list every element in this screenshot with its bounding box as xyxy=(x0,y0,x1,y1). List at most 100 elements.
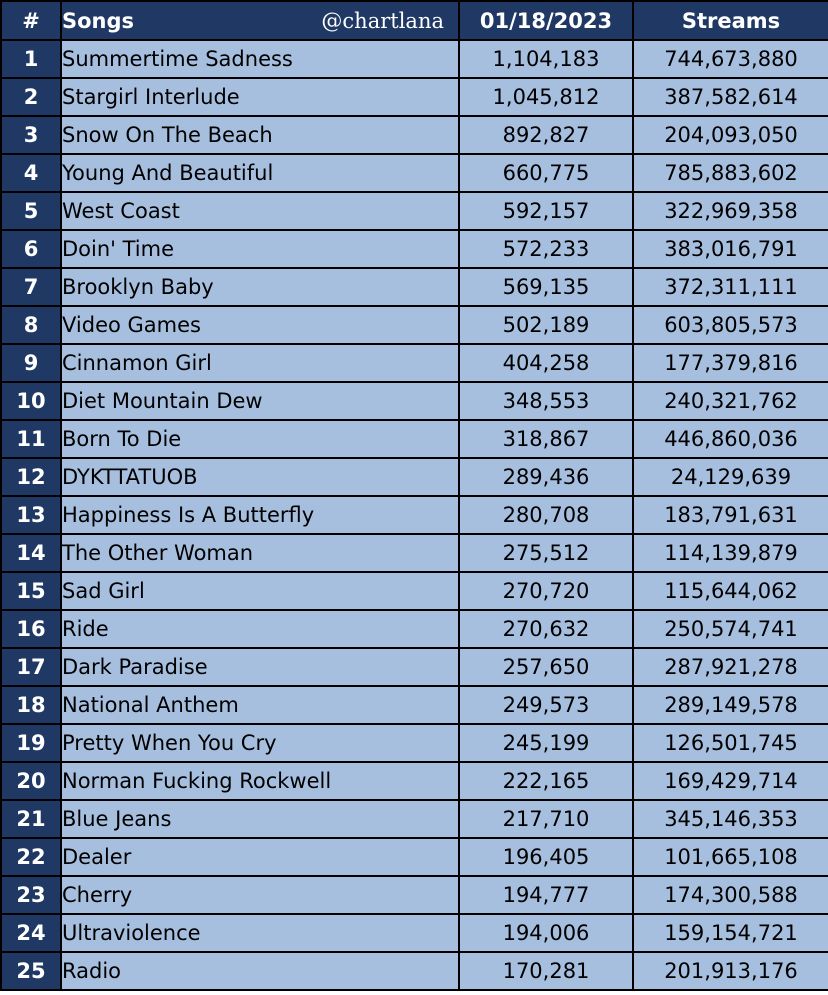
daily-streams-cell: 592,157 xyxy=(458,191,634,231)
song-cell: Dark Paradise xyxy=(60,647,460,687)
song-column-header: Songs @chartlana xyxy=(60,0,460,41)
song-cell: Stargirl Interlude xyxy=(60,77,460,117)
song-cell: Summertime Sadness xyxy=(60,39,460,79)
total-streams-cell: 250,574,741 xyxy=(632,609,828,649)
total-streams-cell: 240,321,762 xyxy=(632,381,828,421)
table-row: 11 Born To Die 318,867 446,860,036 xyxy=(0,419,828,459)
total-streams-cell: 159,154,721 xyxy=(632,913,828,953)
daily-streams-cell: 217,710 xyxy=(458,799,634,839)
rank-cell: 22 xyxy=(0,837,62,877)
rank-cell: 4 xyxy=(0,153,62,193)
song-cell: Diet Mountain Dew xyxy=(60,381,460,421)
song-cell: Born To Die xyxy=(60,419,460,459)
total-streams-cell: 387,582,614 xyxy=(632,77,828,117)
song-cell: Pretty When You Cry xyxy=(60,723,460,763)
total-streams-cell: 603,805,573 xyxy=(632,305,828,345)
daily-streams-cell: 502,189 xyxy=(458,305,634,345)
rank-cell: 9 xyxy=(0,343,62,383)
total-streams-cell: 101,665,108 xyxy=(632,837,828,877)
total-streams-cell: 174,300,588 xyxy=(632,875,828,915)
song-cell: Ultraviolence xyxy=(60,913,460,953)
rank-cell: 14 xyxy=(0,533,62,573)
rank-cell: 6 xyxy=(0,229,62,269)
song-cell: Ride xyxy=(60,609,460,649)
table-row: 19 Pretty When You Cry 245,199 126,501,745 xyxy=(0,723,828,763)
table-row: 9 Cinnamon Girl 404,258 177,379,816 xyxy=(0,343,828,383)
table-row: 4 Young And Beautiful 660,775 785,883,602 xyxy=(0,153,828,193)
rank-cell: 11 xyxy=(0,419,62,459)
rank-cell: 17 xyxy=(0,647,62,687)
table-row: 21 Blue Jeans 217,710 345,146,353 xyxy=(0,799,828,839)
rank-cell: 19 xyxy=(0,723,62,763)
total-streams-cell: 126,501,745 xyxy=(632,723,828,763)
table-row: 1 Summertime Sadness 1,104,183 744,673,880 xyxy=(0,39,828,79)
daily-streams-cell: 257,650 xyxy=(458,647,634,687)
song-cell: Blue Jeans xyxy=(60,799,460,839)
table-row: 15 Sad Girl 270,720 115,644,062 xyxy=(0,571,828,611)
rank-cell: 5 xyxy=(0,191,62,231)
daily-streams-cell: 194,006 xyxy=(458,913,634,953)
rank-column-header: # xyxy=(0,0,62,41)
song-cell: National Anthem xyxy=(60,685,460,725)
rank-cell: 24 xyxy=(0,913,62,953)
table-row: 24 Ultraviolence 194,006 159,154,721 xyxy=(0,913,828,953)
rank-cell: 12 xyxy=(0,457,62,497)
total-streams-cell: 287,921,278 xyxy=(632,647,828,687)
song-cell: Dealer xyxy=(60,837,460,877)
rank-cell: 3 xyxy=(0,115,62,155)
total-streams-cell: 383,016,791 xyxy=(632,229,828,269)
song-cell: Cinnamon Girl xyxy=(60,343,460,383)
table-row: 8 Video Games 502,189 603,805,573 xyxy=(0,305,828,345)
daily-streams-cell: 1,104,183 xyxy=(458,39,634,79)
table-row: 17 Dark Paradise 257,650 287,921,278 xyxy=(0,647,828,687)
rank-cell: 1 xyxy=(0,39,62,79)
rank-cell: 18 xyxy=(0,685,62,725)
rank-cell: 13 xyxy=(0,495,62,535)
rank-cell: 16 xyxy=(0,609,62,649)
table-row: 5 West Coast 592,157 322,969,358 xyxy=(0,191,828,231)
total-streams-cell: 24,129,639 xyxy=(632,457,828,497)
daily-streams-cell: 275,512 xyxy=(458,533,634,573)
table-body: 1 Summertime Sadness 1,104,183 744,673,880 2… xyxy=(0,39,828,991)
total-streams-cell: 345,146,353 xyxy=(632,799,828,839)
song-cell: Sad Girl xyxy=(60,571,460,611)
rank-cell: 7 xyxy=(0,267,62,307)
total-streams-cell: 114,139,879 xyxy=(632,533,828,573)
song-cell: West Coast xyxy=(60,191,460,231)
song-cell: Norman Fucking Rockwell xyxy=(60,761,460,801)
daily-streams-cell: 249,573 xyxy=(458,685,634,725)
daily-streams-cell: 222,165 xyxy=(458,761,634,801)
table-row: 20 Norman Fucking Rockwell 222,165 169,429,… xyxy=(0,761,828,801)
daily-streams-cell: 569,135 xyxy=(458,267,634,307)
table-row: 12 DYKTTATUOB 289,436 24,129,639 xyxy=(0,457,828,497)
rank-cell: 25 xyxy=(0,951,62,991)
song-cell: Radio xyxy=(60,951,460,991)
table-row: 14 The Other Woman 275,512 114,139,879 xyxy=(0,533,828,573)
daily-streams-cell: 245,199 xyxy=(458,723,634,763)
table-row: 3 Snow On The Beach 892,827 204,093,050 xyxy=(0,115,828,155)
chart-handle: @chartlana xyxy=(321,8,444,33)
rank-cell: 15 xyxy=(0,571,62,611)
song-cell: Brooklyn Baby xyxy=(60,267,460,307)
song-cell: Happiness Is A Butterfly xyxy=(60,495,460,535)
total-streams-cell: 169,429,714 xyxy=(632,761,828,801)
total-streams-cell: 322,969,358 xyxy=(632,191,828,231)
table-row: 13 Happiness Is A Butterfly 280,708 183,791… xyxy=(0,495,828,535)
song-cell: Cherry xyxy=(60,875,460,915)
daily-streams-cell: 270,720 xyxy=(458,571,634,611)
total-streams-cell: 201,913,176 xyxy=(632,951,828,991)
table-row: 2 Stargirl Interlude 1,045,812 387,582,614 xyxy=(0,77,828,117)
daily-streams-cell: 194,777 xyxy=(458,875,634,915)
total-streams-cell: 177,379,816 xyxy=(632,343,828,383)
song-cell: DYKTTATUOB xyxy=(60,457,460,497)
rank-cell: 2 xyxy=(0,77,62,117)
table-row: 23 Cherry 194,777 174,300,588 xyxy=(0,875,828,915)
table-row: 7 Brooklyn Baby 569,135 372,311,111 xyxy=(0,267,828,307)
daily-streams-cell: 280,708 xyxy=(458,495,634,535)
streams-column-header: Streams xyxy=(632,0,828,41)
total-streams-cell: 372,311,111 xyxy=(632,267,828,307)
table-row: 18 National Anthem 249,573 289,149,578 xyxy=(0,685,828,725)
daily-streams-cell: 1,045,812 xyxy=(458,77,634,117)
